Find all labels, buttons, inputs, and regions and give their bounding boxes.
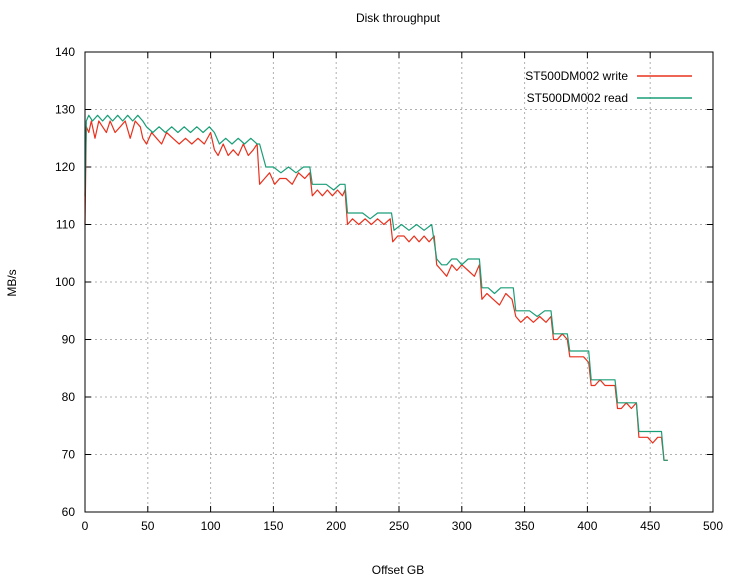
series-lines xyxy=(84,114,668,461)
y-tick-label: 60 xyxy=(62,505,76,519)
x-tick-label: 200 xyxy=(326,519,346,533)
y-axis-label: MB/s xyxy=(5,269,19,296)
x-tick-label: 350 xyxy=(515,519,535,533)
series-line-read xyxy=(84,114,668,461)
series-line-write xyxy=(84,120,668,461)
x-tick-label: 0 xyxy=(82,519,89,533)
y-tick-label: 80 xyxy=(62,390,76,404)
x-tick-label: 250 xyxy=(389,519,409,533)
x-tick-label: 450 xyxy=(640,519,660,533)
legend: ST500DM002 write ST500DM002 read xyxy=(525,69,692,105)
legend-label: ST500DM002 read xyxy=(527,91,628,105)
x-tick-label: 400 xyxy=(577,519,597,533)
y-tick-label: 70 xyxy=(62,448,76,462)
y-tick-label: 110 xyxy=(56,218,75,232)
x-tick-label: 300 xyxy=(452,519,472,533)
y-tick-label: 100 xyxy=(55,275,75,289)
axis-ticks: 0 50 100 150 200 250 300 350 400 450 500 60 70 80 90 10… xyxy=(55,45,723,533)
y-tick-label: 140 xyxy=(55,45,75,59)
y-tick-label: 120 xyxy=(55,160,75,174)
x-axis-label: Offset GB xyxy=(372,563,424,577)
x-tick-label: 500 xyxy=(703,519,723,533)
chart-title: Disk throughput xyxy=(356,11,441,25)
plot-frame xyxy=(84,51,714,513)
y-tick-label: 90 xyxy=(62,333,76,347)
x-tick-label: 100 xyxy=(201,519,221,533)
x-tick-label: 150 xyxy=(263,519,283,533)
x-tick-label: 50 xyxy=(141,519,155,533)
y-tick-label: 130 xyxy=(55,103,75,117)
legend-label: ST500DM002 write xyxy=(525,69,628,83)
